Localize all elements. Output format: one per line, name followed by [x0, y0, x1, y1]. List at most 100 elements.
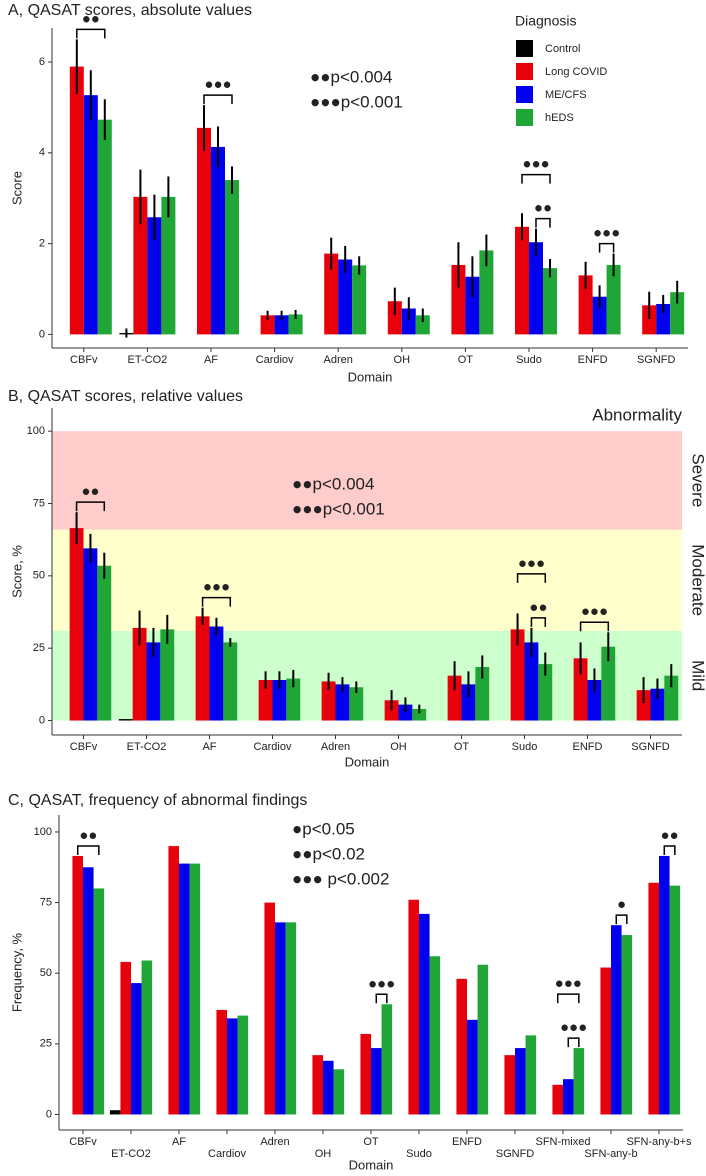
significance-note: ●●p<0.004 — [310, 67, 392, 86]
bar — [93, 888, 105, 1115]
bar — [515, 1048, 526, 1115]
y-tick-label: 2 — [39, 238, 45, 250]
y-tick-label: 75 — [40, 896, 52, 908]
significance-bracket — [598, 242, 615, 253]
bar — [321, 681, 336, 721]
bar — [161, 196, 176, 335]
bar — [465, 276, 480, 335]
severity-band — [52, 529, 682, 631]
bar — [272, 680, 287, 721]
band-label: Moderate — [689, 544, 706, 616]
severity-band — [52, 431, 682, 530]
x-tick-label: OH — [390, 741, 407, 753]
x-tick-label: SGNFD — [496, 1148, 535, 1160]
bar — [479, 250, 494, 335]
y-axis-label: Score, % — [9, 545, 24, 598]
bar — [288, 314, 303, 335]
bar — [195, 616, 210, 721]
y-tick-label: 6 — [39, 56, 45, 68]
bar — [552, 1084, 563, 1115]
y-tick-label: 4 — [39, 147, 45, 159]
bar — [648, 882, 659, 1115]
legend-label: Long COVID — [545, 66, 607, 78]
x-tick-label: ET-CO2 — [127, 741, 167, 753]
significance-bracket — [530, 617, 547, 627]
bar — [211, 146, 225, 335]
x-tick-label: SFN-any-b — [584, 1148, 637, 1160]
bar — [670, 292, 685, 335]
significance-bracket — [579, 621, 610, 632]
bar — [621, 935, 633, 1115]
bar — [381, 1004, 393, 1115]
y-tick-label: 100 — [34, 826, 52, 838]
bar — [456, 978, 467, 1115]
bar — [419, 913, 430, 1115]
bar — [650, 688, 665, 721]
bar — [237, 1015, 249, 1115]
x-tick-label: OT — [458, 354, 474, 366]
x-axis-label: Domain — [345, 754, 390, 769]
y-tick-label: 75 — [33, 497, 45, 509]
bar — [360, 1033, 371, 1115]
bar — [352, 265, 367, 335]
bar — [133, 196, 148, 335]
significance-bracket — [201, 596, 232, 607]
bar — [131, 983, 142, 1115]
x-tick-label: AF — [204, 354, 218, 366]
x-tick-label: OH — [315, 1148, 332, 1160]
significance-bracket — [76, 845, 100, 855]
x-tick-label: CBFv — [70, 354, 98, 366]
significance-note: ●●●p<0.001 — [292, 499, 385, 518]
bar — [97, 119, 112, 335]
bar — [275, 922, 286, 1115]
bar — [224, 180, 239, 335]
significance-bracket — [76, 28, 106, 39]
significance-note: ●●●p<0.001 — [310, 92, 403, 111]
legend-swatch — [516, 40, 533, 57]
bar — [477, 964, 489, 1115]
x-axis-label: Domain — [349, 1157, 394, 1172]
significance-bracket — [516, 573, 547, 583]
bar — [69, 66, 84, 335]
x-tick-label: ET-CO2 — [128, 354, 168, 366]
bar — [475, 666, 490, 721]
y-tick-label: 100 — [27, 425, 45, 437]
bar — [467, 1019, 478, 1115]
bar — [260, 315, 275, 335]
significance-label: ●● — [82, 10, 100, 27]
significance-note: ●●p<0.02 — [292, 844, 365, 863]
legend-swatch — [516, 109, 533, 126]
significance-label: ●● — [81, 483, 99, 500]
significance-note: ●●p<0.004 — [292, 474, 374, 493]
y-tick-label: 0 — [39, 714, 45, 726]
x-tick-label: CBFv — [70, 741, 98, 753]
bar — [461, 684, 476, 721]
x-tick-label: Cardiov — [254, 741, 292, 753]
bar — [274, 315, 289, 335]
bar — [611, 925, 622, 1115]
y-tick-label: 25 — [33, 642, 45, 654]
bar — [538, 664, 553, 721]
significance-bracket — [556, 993, 580, 1004]
bar — [429, 956, 441, 1115]
significance-bracket — [615, 914, 628, 925]
bar — [384, 700, 399, 721]
bar — [529, 242, 543, 335]
bar — [656, 303, 671, 335]
bar — [209, 626, 224, 721]
bar — [69, 528, 84, 721]
bar — [573, 658, 588, 721]
bar — [168, 846, 179, 1115]
x-tick-label: Adren — [260, 1136, 289, 1148]
bands-title: Abnormality — [592, 405, 682, 424]
band-label: Mild — [689, 660, 706, 691]
bar — [97, 565, 112, 721]
bar — [72, 855, 83, 1115]
chart-title: A, QASAT scores, absolute values — [8, 2, 252, 19]
bar — [146, 642, 161, 721]
bar — [587, 680, 602, 721]
legend-swatch — [516, 63, 533, 80]
y-tick-label: 0 — [39, 328, 45, 340]
